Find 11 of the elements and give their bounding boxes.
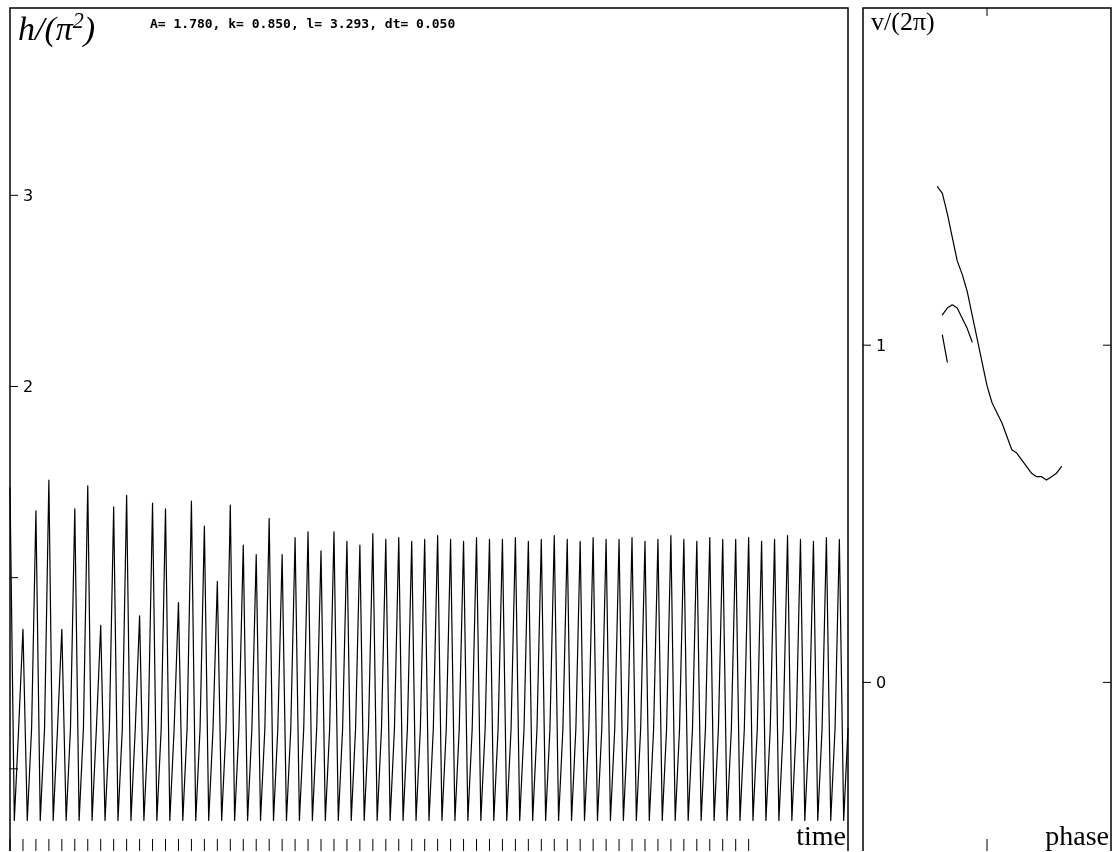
y-tick-label: 0 <box>876 673 887 692</box>
text: A= 1.780, k= 0.850, l= 3.293, dt= 0.050 <box>150 16 456 31</box>
y-tick-label: 3 <box>23 185 34 205</box>
line-series <box>941 304 973 343</box>
y-tick-label: 2 <box>23 377 34 397</box>
y-axis-title: v/(2π) <box>871 7 935 36</box>
y-axis-title: h/(π$^{2}$) <box>18 7 96 48</box>
y-tick-label: 1 <box>876 335 887 355</box>
x-axis-title: phase <box>1045 820 1109 851</box>
x-axis-title: time <box>796 820 846 851</box>
line-series <box>936 186 1062 481</box>
